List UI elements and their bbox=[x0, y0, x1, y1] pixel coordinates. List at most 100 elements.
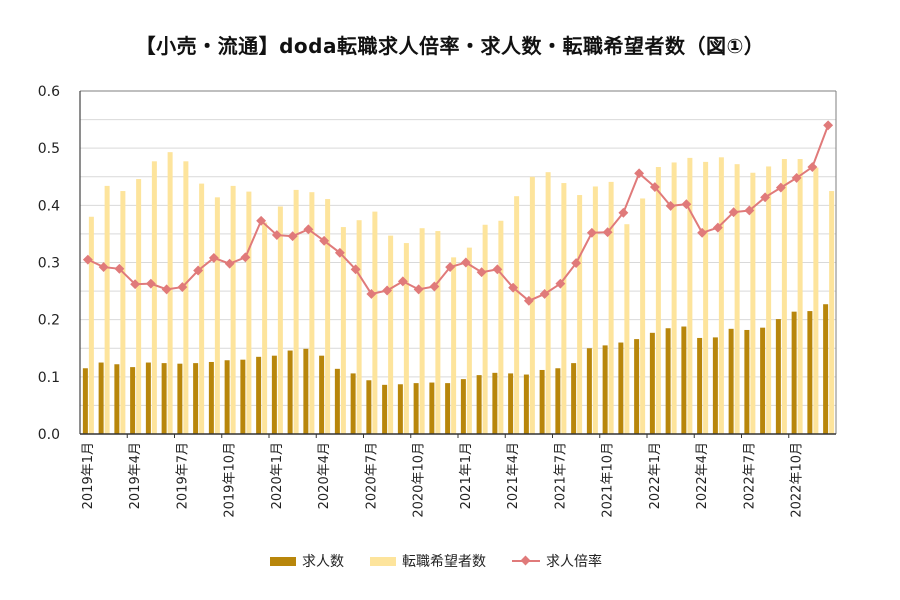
job-seekers-bar bbox=[718, 157, 724, 434]
job-seekers-bar bbox=[750, 172, 756, 434]
legend-item-job-openings: 求人数 bbox=[270, 551, 344, 571]
job-openings-bar bbox=[193, 363, 199, 434]
job-openings-bar bbox=[460, 379, 466, 434]
ratio-point-marker-icon bbox=[334, 247, 345, 258]
ratio-point-marker-icon bbox=[807, 162, 818, 172]
job-openings-bar bbox=[413, 383, 419, 434]
job-seekers-bar bbox=[529, 176, 535, 434]
ratio-point-marker-icon bbox=[161, 284, 172, 295]
y-tick-label: 0.0 bbox=[38, 427, 60, 443]
job-openings-bar bbox=[114, 364, 120, 434]
job-openings-bar bbox=[744, 329, 750, 434]
ratio-point-marker-icon bbox=[177, 282, 188, 293]
job-seekers-bar bbox=[104, 185, 110, 434]
job-openings-bar bbox=[791, 311, 797, 434]
job-seekers-bar bbox=[813, 167, 819, 434]
job-openings-bar bbox=[476, 375, 482, 434]
x-axis-ticks: 2019年1月 2019年4月 2019年7月 2019年10月 2020年1月 2020… bbox=[81, 434, 805, 518]
ratio-point-marker-icon bbox=[681, 199, 692, 210]
job-openings-bar bbox=[98, 362, 104, 434]
job-seekers-bar bbox=[309, 192, 315, 434]
job-openings-bar bbox=[366, 380, 372, 434]
job-seekers-bar bbox=[498, 220, 504, 434]
ratio-point-marker-icon bbox=[130, 279, 141, 290]
x-tick-label: 2022年4月 bbox=[695, 442, 710, 509]
ratio-point-marker-icon bbox=[256, 215, 267, 226]
job-openings-bar bbox=[508, 373, 514, 434]
job-openings-bar bbox=[429, 382, 435, 434]
ratio-point-marker-icon bbox=[634, 168, 645, 179]
x-tick-label: 2021年4月 bbox=[506, 442, 521, 509]
job-openings-bar bbox=[319, 355, 325, 434]
ratio-point-marker-icon bbox=[539, 288, 550, 299]
ratio-point-marker-icon bbox=[744, 205, 755, 216]
x-tick-label: 2019年10月 bbox=[223, 442, 238, 518]
job-openings-bar bbox=[697, 337, 703, 434]
x-tick-label: 2019年7月 bbox=[175, 442, 190, 509]
job-seekers-bar bbox=[514, 196, 520, 434]
job-openings-bar bbox=[555, 368, 561, 434]
job-openings-bar bbox=[571, 363, 577, 434]
y-tick-label: 0.2 bbox=[38, 313, 60, 329]
job-seekers-bar bbox=[372, 211, 378, 434]
x-tick-label: 2020年10月 bbox=[412, 442, 427, 518]
job-openings-bar bbox=[82, 368, 88, 434]
ratio-point-marker-icon bbox=[775, 182, 786, 193]
ratio-point-marker-icon bbox=[240, 252, 251, 263]
y-tick-label: 0.1 bbox=[38, 370, 60, 386]
job-openings-bar bbox=[523, 374, 529, 434]
job-seekers-bar bbox=[640, 198, 646, 434]
ratio-point-marker-icon bbox=[823, 120, 834, 131]
job-seekers-bar bbox=[136, 179, 142, 434]
ratio-point-marker-icon bbox=[224, 258, 235, 269]
job-seekers-bar bbox=[120, 191, 126, 434]
job-seekers-bar bbox=[435, 231, 441, 434]
job-seekers-bar bbox=[419, 228, 425, 434]
bar-series bbox=[82, 152, 835, 435]
x-tick-label: 2022年7月 bbox=[742, 442, 757, 509]
ratio-point-marker-icon bbox=[208, 252, 219, 263]
ratio-point-marker-icon bbox=[508, 282, 519, 293]
job-seekers-bar bbox=[482, 224, 488, 434]
job-seekers-bar bbox=[451, 257, 457, 434]
legend-item-job-seekers: 転職希望者数 bbox=[370, 551, 486, 571]
x-tick-label: 2019年4月 bbox=[128, 442, 143, 509]
job-openings-bar bbox=[256, 356, 262, 434]
x-tick-label: 2019年1月 bbox=[81, 442, 96, 509]
x-tick-label: 2022年1月 bbox=[648, 442, 663, 509]
ratio-point-marker-icon bbox=[618, 207, 629, 218]
ratio-point-marker-icon bbox=[382, 285, 393, 296]
job-seekers-bar bbox=[592, 186, 598, 434]
x-tick-label: 2022年10月 bbox=[790, 442, 805, 518]
job-openings-bar bbox=[161, 363, 167, 434]
ratio-point-marker-icon bbox=[523, 295, 534, 306]
x-tick-label: 2021年1月 bbox=[459, 442, 474, 509]
legend-label-ratio: 求人倍率 bbox=[546, 554, 602, 570]
x-tick-label: 2020年4月 bbox=[317, 442, 332, 509]
job-openings-bar bbox=[618, 342, 624, 434]
job-openings-bar bbox=[823, 304, 829, 434]
job-seekers-bar bbox=[545, 172, 551, 434]
ratio-line-marker-icon bbox=[512, 560, 540, 562]
job-openings-bar bbox=[240, 359, 246, 434]
job-seekers-bar bbox=[655, 167, 661, 434]
job-openings-bar bbox=[728, 328, 734, 434]
ratio-point-marker-icon bbox=[586, 227, 597, 238]
job-seekers-bar bbox=[262, 222, 268, 434]
job-openings-swatch-icon bbox=[270, 556, 296, 566]
ratio-point-marker-icon bbox=[445, 262, 456, 273]
job-seekers-bar bbox=[325, 199, 331, 434]
job-openings-bar bbox=[382, 384, 388, 434]
job-openings-bar bbox=[602, 345, 608, 434]
legend-item-ratio: 求人倍率 bbox=[512, 551, 602, 571]
ratio-point-marker-icon bbox=[791, 172, 802, 183]
y-tick-label: 0.3 bbox=[38, 256, 60, 272]
y-axis-ticks: 0.0 0.1 0.2 0.3 0.4 0.5 0.6 bbox=[38, 84, 60, 443]
job-seekers-bar bbox=[199, 183, 205, 434]
job-seekers-bar bbox=[624, 224, 630, 434]
job-openings-bar bbox=[634, 339, 640, 434]
job-seekers-bar bbox=[608, 181, 614, 434]
job-seekers-bar bbox=[214, 197, 220, 434]
job-seekers-bar bbox=[293, 189, 299, 434]
ratio-point-marker-icon bbox=[760, 192, 771, 203]
